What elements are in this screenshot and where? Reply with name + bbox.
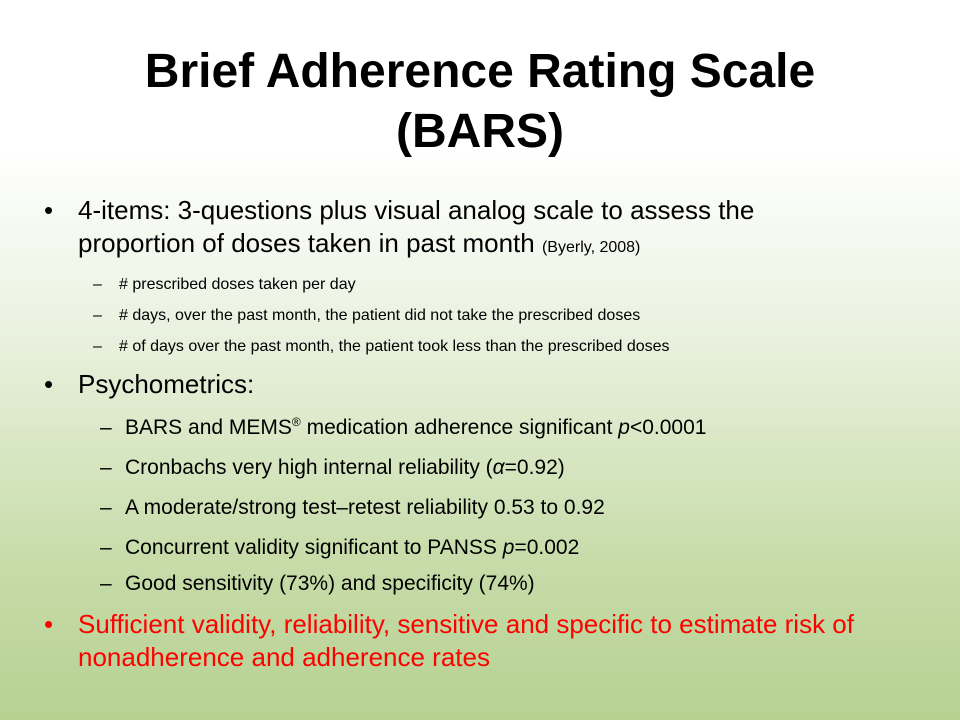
sub-item-days-less-taken: – # of days over the past month, the pat… [93, 336, 933, 358]
psychometric-cronbach: – Cronbachs very high internal reliabili… [100, 454, 945, 482]
text-part: medication adherence significant [300, 416, 619, 439]
sub-item-days-not-taken: – # days, over the past month, the patie… [93, 305, 933, 327]
alpha-symbol: α [492, 456, 505, 479]
title-line-2: (BARS) [396, 105, 564, 158]
slide-title: Brief Adherence Rating Scale (BARS) [40, 42, 920, 162]
bullet-psychometrics-text: Psychometrics: [78, 369, 255, 399]
psychometric-sensitivity: – Good sensitivity (73%) and specificity… [100, 570, 945, 598]
bullet-marker: • [44, 195, 54, 225]
text-part: Good sensitivity (73%) and specificity (… [125, 572, 535, 595]
text-part: Concurrent validity significant to PANSS [125, 536, 503, 559]
dash-marker: – [100, 572, 112, 595]
text-part: Cronbachs very high internal reliability… [125, 456, 493, 479]
bullet-items: • 4-items: 3-questions plus visual analo… [44, 194, 864, 264]
text-part: =0.92) [504, 456, 565, 479]
text-part: =0.002 [514, 536, 580, 559]
p-symbol: p [618, 416, 630, 439]
psychometric-concurrent-validity: – Concurrent validity significant to PAN… [100, 534, 945, 562]
text-part: BARS and MEMS [125, 416, 292, 439]
bullet-marker: • [44, 609, 54, 639]
bullet-marker: • [44, 369, 54, 399]
dash-marker: – [100, 536, 112, 559]
dash-marker: – [93, 307, 102, 324]
sub-item-text: # prescribed doses taken per day [119, 276, 356, 293]
dash-marker: – [100, 456, 112, 479]
text-part: A moderate/strong test–retest reliabilit… [125, 496, 605, 519]
dash-marker: – [93, 276, 102, 293]
bullet-items-text: 4-items: 3-questions plus visual analog … [78, 195, 755, 258]
title-line-1: Brief Adherence Rating Scale [144, 45, 816, 98]
sub-item-prescribed-doses: – # prescribed doses taken per day [93, 274, 933, 296]
dash-marker: – [100, 416, 112, 439]
psychometric-test-retest: – A moderate/strong test–retest reliabil… [100, 494, 945, 522]
bullet-psychometrics: • Psychometrics: [44, 368, 864, 401]
p-symbol: p [502, 536, 515, 559]
citation: (Byerly, 2008) [541, 239, 641, 256]
text-part: <0.0001 [629, 416, 707, 439]
registered-mark: ® [291, 415, 301, 429]
sub-item-text: # days, over the past month, the patient… [119, 307, 641, 324]
bullet-conclusion: • Sufficient validity, reliability, sens… [44, 608, 864, 674]
sub-item-text: # of days over the past month, the patie… [119, 338, 670, 355]
dash-marker: – [100, 496, 112, 519]
dash-marker: – [93, 338, 102, 355]
psychometric-mems: – BARS and MEMS® medication adherence si… [100, 414, 945, 442]
bullet-conclusion-text: Sufficient validity, reliability, sensit… [78, 609, 854, 672]
